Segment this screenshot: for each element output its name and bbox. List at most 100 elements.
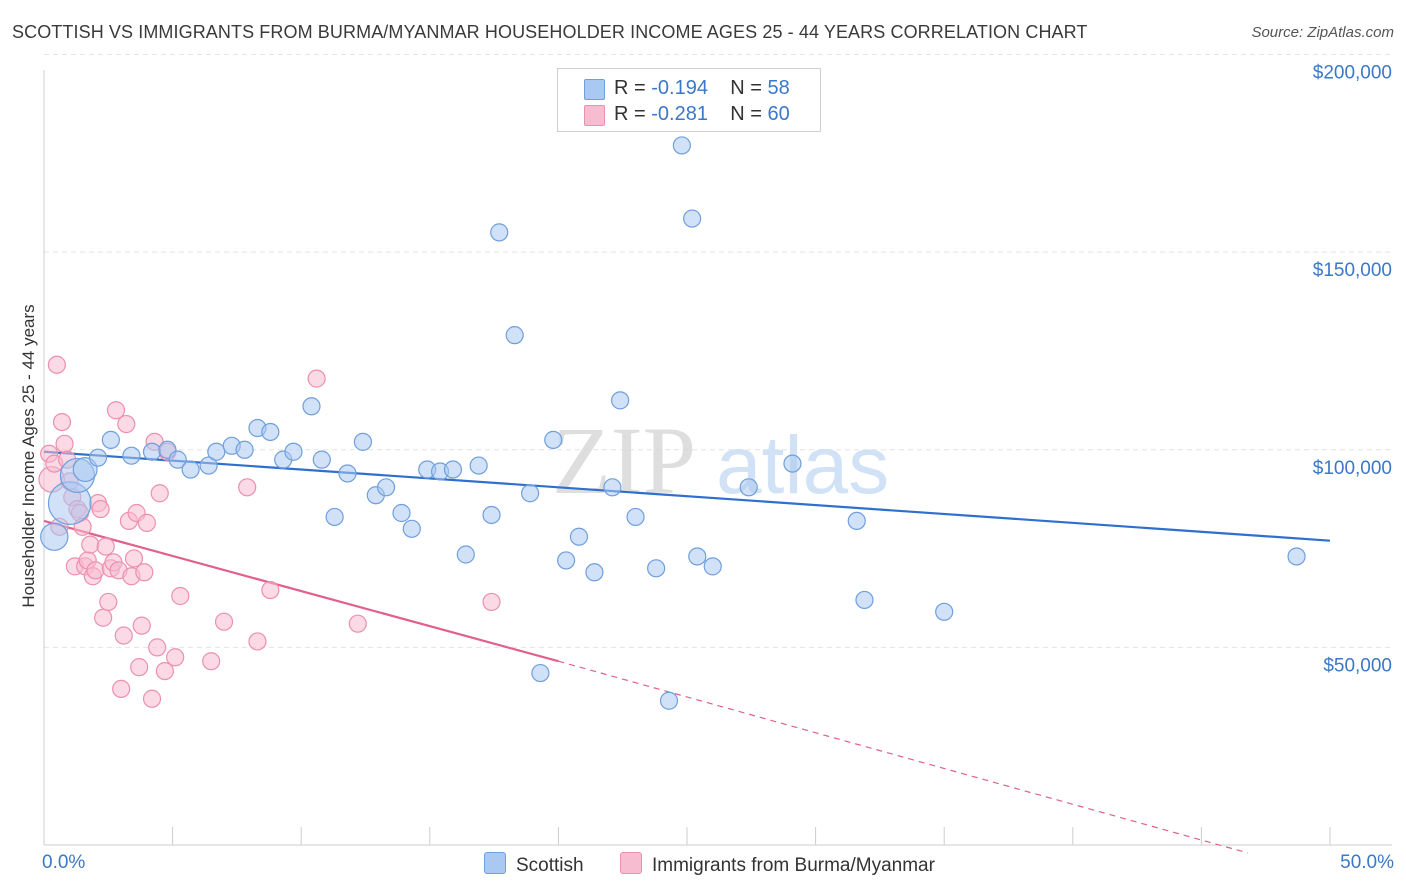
data-point-burma: [96, 537, 115, 556]
trend-line-burma: [43, 519, 559, 663]
data-point-scottish: [482, 505, 501, 525]
data-point-scottish: [207, 442, 226, 461]
data-point-scottish: [490, 223, 509, 242]
data-point-burma: [52, 412, 72, 432]
data-point-scottish: [688, 547, 707, 566]
legend-n-value-burma: 60: [767, 103, 790, 125]
data-point-burma: [248, 632, 267, 651]
data-point-scottish: [338, 464, 357, 483]
watermark-atlas: atlas: [716, 420, 889, 511]
bottom-legend-label-burma: Immigrants from Burma/Myanmar: [652, 855, 935, 876]
data-point-scottish: [312, 450, 331, 469]
data-point-scottish: [585, 563, 604, 582]
watermark-zip: ZIP: [552, 407, 696, 514]
data-point-scottish: [235, 440, 254, 459]
data-point-burma: [47, 355, 66, 374]
chart-title: SCOTTISH VS IMMIGRANTS FROM BURMA/MYANMA…: [12, 22, 1088, 42]
correlation-legend: R = -0.194 N = 58 R = -0.281 N = 60: [557, 68, 821, 132]
bottom-legend-label-scottish: Scottish: [516, 855, 584, 876]
data-point-burma: [150, 484, 169, 503]
data-point-scottish: [739, 478, 758, 497]
data-point-burma: [91, 499, 110, 519]
bottom-legend-swatch-scottish: [484, 852, 506, 874]
legend-r-value-burma: -0.281: [651, 103, 708, 125]
data-point-scottish: [392, 503, 411, 523]
data-point-scottish: [557, 551, 576, 570]
data-point-scottish: [935, 602, 954, 621]
bottom-legend-swatch-burma: [620, 852, 642, 874]
data-point-burma: [155, 661, 174, 681]
data-point-burma: [238, 478, 257, 497]
data-point-scottish: [168, 450, 187, 469]
data-point-scottish: [603, 478, 622, 497]
data-point-scottish: [783, 454, 802, 473]
trend-line-burma-extension: [558, 660, 1248, 854]
data-point-scottish: [683, 209, 702, 228]
data-point-burma: [117, 414, 136, 434]
data-point-scottish: [456, 545, 475, 564]
data-point-scottish: [703, 557, 722, 576]
data-point-scottish: [544, 430, 563, 449]
data-point-scottish: [40, 522, 69, 551]
data-point-burma: [81, 535, 100, 554]
data-point-scottish: [847, 511, 866, 531]
legend-r-label: R =: [614, 103, 646, 125]
data-point-burma: [202, 652, 221, 671]
data-point-burma: [137, 513, 156, 532]
data-point-scottish: [659, 691, 679, 710]
data-point-scottish: [199, 456, 218, 475]
data-point-scottish: [469, 456, 488, 475]
data-point-scottish: [569, 527, 589, 546]
series-scottish-points: [40, 136, 1306, 710]
data-point-scottish: [647, 559, 666, 578]
data-point-burma: [482, 592, 501, 612]
y-tick-label: $50,000: [1323, 655, 1392, 676]
series-burma-points: [38, 355, 501, 708]
bottom-legend-scottish: Scottish: [484, 852, 584, 877]
source-label: Source: ZipAtlas.com: [1251, 24, 1394, 41]
legend-n-value-scottish: 58: [767, 77, 790, 99]
data-point-burma: [130, 658, 149, 677]
data-point-scottish: [101, 430, 120, 449]
data-point-burma: [261, 580, 280, 600]
data-point-scottish: [626, 507, 645, 527]
data-point-burma: [307, 369, 326, 388]
data-point-burma: [124, 549, 144, 568]
data-point-burma: [171, 586, 190, 606]
data-point-burma: [106, 401, 126, 420]
bottom-legend-burma: Immigrants from Burma/Myanmar: [620, 852, 935, 877]
x-tick-label-min: 0.0%: [42, 852, 86, 873]
data-point-scottish: [88, 448, 108, 467]
trend-lines: [43, 450, 1331, 854]
data-point-burma: [55, 434, 74, 453]
data-point-scottish: [402, 519, 421, 538]
data-point-burma: [114, 626, 133, 645]
data-point-scottish: [261, 422, 280, 442]
legend-r-label: R =: [614, 77, 646, 99]
data-point-burma: [112, 679, 131, 698]
data-point-scottish: [142, 442, 162, 461]
data-point-scottish: [521, 484, 540, 503]
data-point-burma: [148, 638, 167, 657]
legend-r-value-scottish: -0.194: [651, 77, 708, 99]
data-point-scottish: [284, 442, 303, 461]
legend-n-label: N =: [730, 103, 762, 125]
data-point-scottish: [672, 136, 691, 155]
x-tick-label-max: 50.0%: [1340, 852, 1394, 873]
trend-line-scottish: [43, 450, 1331, 542]
legend-swatch-scottish: [584, 79, 605, 100]
x-ticks: [43, 827, 1331, 845]
y-tick-label: $100,000: [1313, 458, 1392, 479]
data-point-scottish: [122, 446, 141, 465]
data-point-scottish: [855, 590, 874, 610]
data-point-scottish: [505, 326, 524, 345]
data-point-scottish: [181, 460, 200, 479]
data-point-burma: [94, 608, 113, 627]
y-tick-label: $200,000: [1313, 63, 1392, 84]
legend-swatch-burma: [584, 105, 605, 126]
data-point-scottish: [353, 432, 373, 451]
data-point-scottish: [1287, 547, 1306, 566]
data-point-burma: [132, 616, 151, 635]
data-point-burma: [348, 614, 367, 633]
